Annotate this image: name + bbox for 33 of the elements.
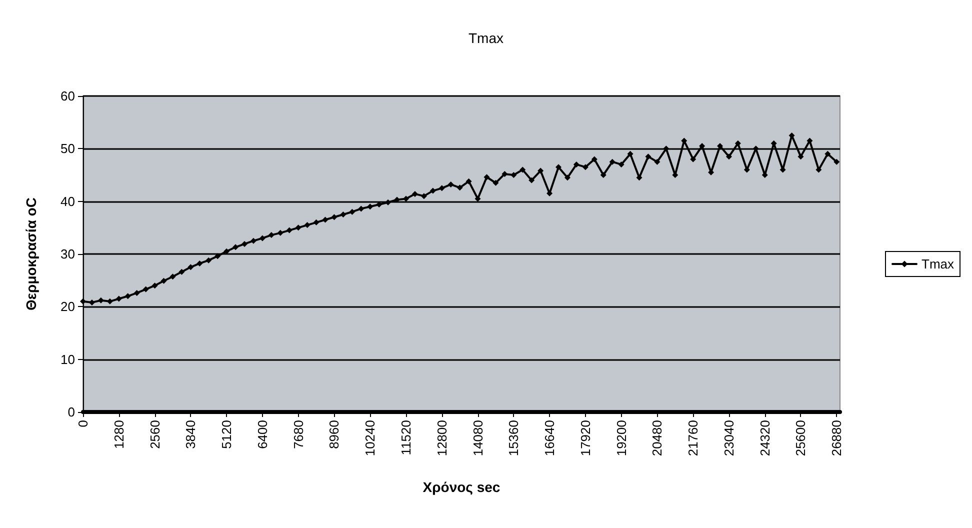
x-tick-label: 17920 xyxy=(578,420,593,456)
x-axis-title: Χρόνος sec xyxy=(422,479,500,495)
x-tick-label: 21760 xyxy=(686,420,701,456)
x-tick-label: 8960 xyxy=(326,420,342,449)
y-tick-label: 0 xyxy=(68,404,75,420)
y-axis-title: Θερμοκρασία oC xyxy=(23,197,39,311)
x-tick-label: 3840 xyxy=(183,420,198,449)
x-tick-label: 11520 xyxy=(398,420,414,456)
x-tick-label: 10240 xyxy=(362,420,378,456)
x-tick-label: 23040 xyxy=(721,420,736,456)
x-tick-label: 6400 xyxy=(254,420,270,449)
x-tick-label: 20480 xyxy=(650,420,665,456)
y-tick-label: 30 xyxy=(60,246,75,262)
x-tick-label: 25600 xyxy=(793,420,808,456)
x-tick-label: 24320 xyxy=(757,420,772,456)
x-tick-label: 15360 xyxy=(506,420,522,456)
chart-title: Tmax xyxy=(468,30,504,46)
x-tick-label: 0 xyxy=(76,420,90,428)
x-tick-label: 12800 xyxy=(434,420,450,456)
x-tick-label: 26880 xyxy=(829,420,844,456)
x-tick-label: 16640 xyxy=(542,420,558,456)
y-tick-label: 10 xyxy=(60,352,75,367)
x-tick-label: 2560 xyxy=(147,420,162,449)
x-tick-label: 7680 xyxy=(290,420,306,449)
y-tick-label: 20 xyxy=(60,299,75,314)
x-tick-label: 19200 xyxy=(614,420,629,456)
x-tick-label: 14080 xyxy=(470,420,486,456)
y-tick-label: 40 xyxy=(60,194,75,209)
x-tick-label: 1280 xyxy=(111,420,126,449)
x-tick-label: 5120 xyxy=(219,420,234,449)
legend-label: Tmax xyxy=(922,256,954,272)
y-tick-label: 50 xyxy=(60,141,75,156)
y-tick-label: 60 xyxy=(60,88,75,104)
